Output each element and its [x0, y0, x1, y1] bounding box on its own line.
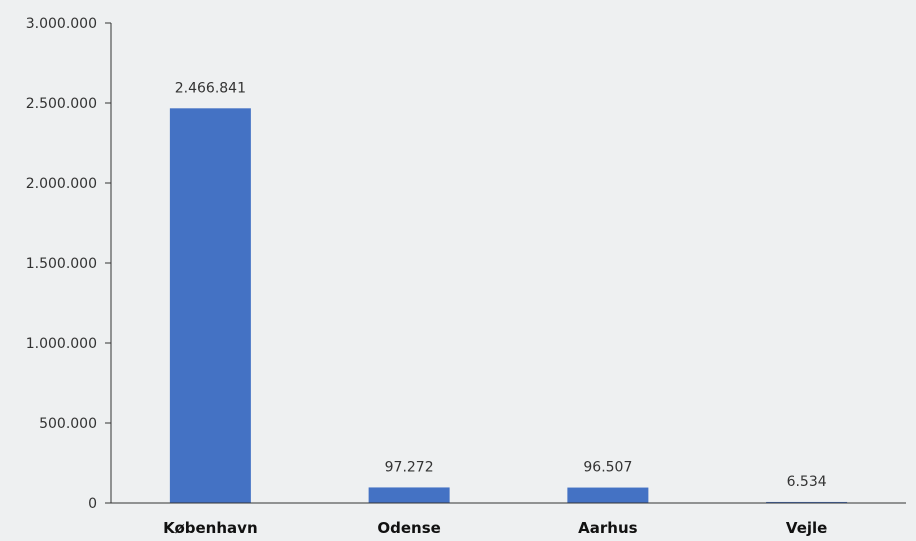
y-tick-label: 3.000.000: [26, 16, 97, 32]
y-tick-label: 2.500.000: [26, 96, 97, 112]
x-axis: København Odense Aarhus Vejle: [111, 502, 906, 537]
data-label: 2.466.841: [175, 80, 246, 96]
bar: [368, 487, 450, 503]
data-label: 6.534: [787, 474, 827, 490]
y-tick-label: 1.500.000: [26, 256, 97, 272]
x-tick-label: Odense: [377, 519, 440, 537]
x-tick-label: Aarhus: [578, 519, 637, 537]
y-axis: 0 500.000 1.000.000 1.500.000 2.000.000 2.500…: [26, 16, 112, 512]
y-tick-label: 500.000: [39, 416, 97, 432]
data-label: 97.272: [385, 459, 434, 475]
x-tick-label: Vejle: [786, 519, 827, 537]
data-label: 96.507: [583, 460, 632, 476]
y-tick-label: 2.000.000: [26, 176, 97, 192]
bar: [766, 501, 848, 503]
x-tick-label: København: [163, 519, 258, 537]
y-tick-label: 0: [88, 496, 97, 512]
bar: [567, 487, 649, 503]
y-tick-label: 1.000.000: [26, 336, 97, 352]
bars: 2.466.841 97.272 96.507 6.534: [169, 80, 848, 503]
bar: [169, 108, 251, 503]
